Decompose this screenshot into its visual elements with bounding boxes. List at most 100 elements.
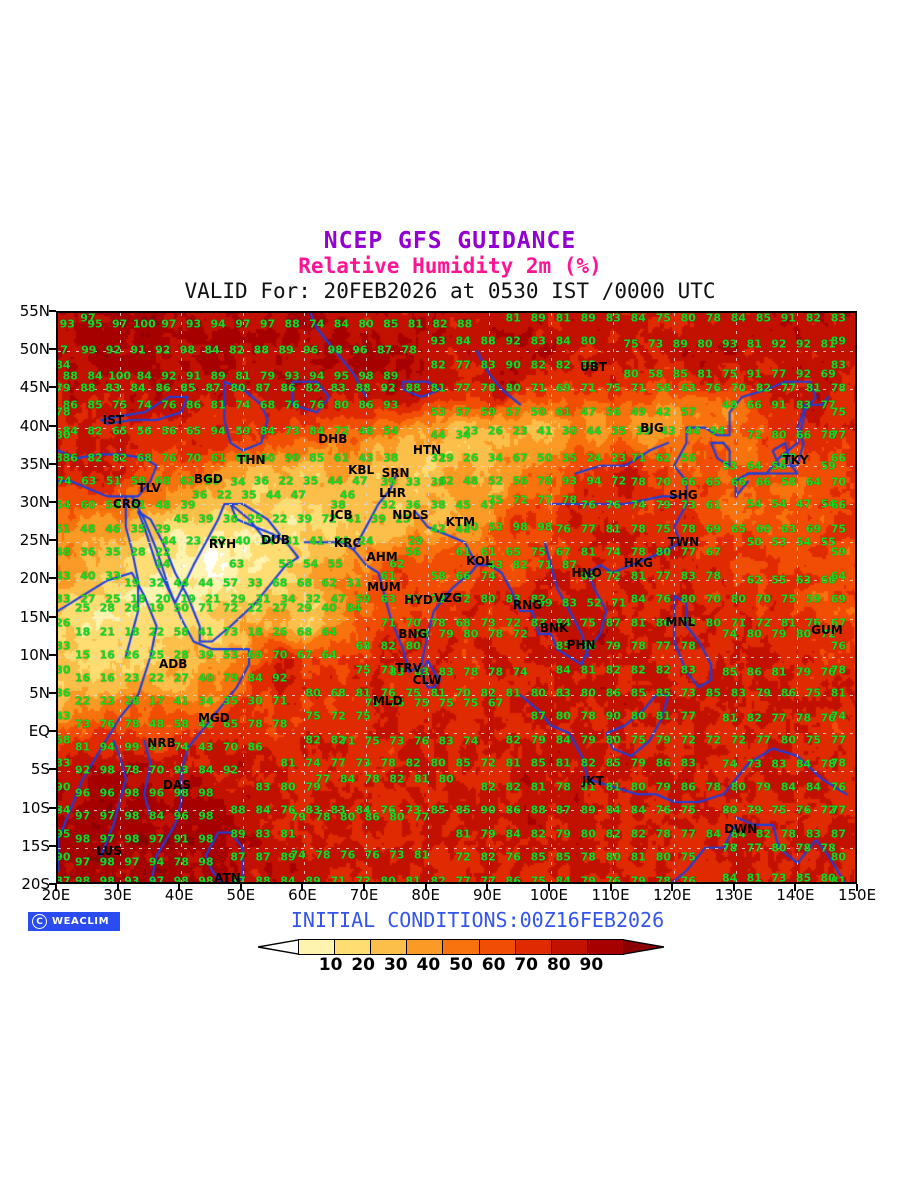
grid-value-label: 61 xyxy=(455,545,471,559)
grid-value-label: 83 xyxy=(255,780,271,794)
grid-value-label: 23 xyxy=(463,424,479,438)
grid-value-label: 65 xyxy=(505,545,521,559)
grid-value-label: 76 xyxy=(655,803,671,817)
grid-value-label: 66 xyxy=(746,398,762,412)
grid-value-label: 78 xyxy=(705,569,721,583)
grid-value-label: 81 xyxy=(413,848,430,862)
grid-value-label: 35 xyxy=(302,474,319,488)
grid-value-label: 50 xyxy=(537,451,553,465)
grid-value-label: 76 xyxy=(605,874,621,884)
grid-value-label: 77 xyxy=(480,874,496,884)
grid-value-label: 85 xyxy=(530,850,546,864)
grid-value-label: 96 xyxy=(74,786,91,800)
grid-value-label: 31 xyxy=(255,592,271,606)
x-axis-tick xyxy=(609,884,612,891)
grid-value-label: 90 xyxy=(284,451,300,465)
grid-value-label: 84 xyxy=(780,780,797,794)
grid-value-label: 39 xyxy=(198,648,214,662)
grid-value-label: 32 xyxy=(305,592,321,606)
grid-value-label: 73 xyxy=(680,498,696,512)
grid-value-label: 80 xyxy=(830,850,847,864)
grid-value-label: 56 xyxy=(512,474,528,488)
grid-value-label: 38 xyxy=(330,498,346,512)
grid-value-label: 81 xyxy=(820,337,836,351)
grid-value-label: 75 xyxy=(630,733,646,747)
grid-value-label: 78 xyxy=(680,522,696,536)
grid-value-label: 82 xyxy=(655,663,671,677)
grid-value-label: 70 xyxy=(755,592,772,606)
grid-value-label: 28 xyxy=(124,694,140,708)
grid-value-label: 71 xyxy=(405,592,421,606)
grid-value-label: 82 xyxy=(530,592,546,606)
y-axis-tick xyxy=(49,844,56,847)
grid-value-label: 76 xyxy=(655,592,671,606)
grid-value-label: 33 xyxy=(56,592,71,606)
city-label-cro: CRO xyxy=(112,497,142,511)
map-plot-area[interactable]: 93 95 97 100 97 93 94 97 97 88 74 84 80 85 81 82 88 7 99 92… xyxy=(56,311,857,884)
grid-value-label: 81 xyxy=(605,522,621,536)
grid-value-label: 24 xyxy=(586,451,602,465)
grid-value-label: 50 xyxy=(173,601,189,615)
grid-value-label: 63 xyxy=(229,557,245,571)
grid-value-label: 78 xyxy=(463,665,479,679)
grid-value-label: 72 xyxy=(680,733,696,747)
grid-value-label: 93 xyxy=(430,334,446,348)
grid-value-label: 78 xyxy=(630,639,646,653)
grid-value-label: 77 xyxy=(655,639,671,653)
grid-value-label: 48 xyxy=(721,398,738,412)
grid-value-label: 86 xyxy=(62,451,78,465)
city-label-mgd: MGD xyxy=(197,710,230,725)
grid-value-label: 72 xyxy=(455,850,471,864)
grid-value-label: 76 xyxy=(830,780,847,794)
grid-value-label: 79 xyxy=(655,780,671,794)
grid-value-label: 14 xyxy=(155,557,171,571)
grid-value-label: 75 xyxy=(487,493,504,507)
grid-value-label: 76 xyxy=(380,686,396,700)
x-axis-tick xyxy=(424,884,427,891)
grid-value-label: 68 xyxy=(455,616,471,630)
city-label-ndls: NDLS xyxy=(392,507,429,522)
x-axis-label-40E: 40E xyxy=(164,886,194,904)
gridline-vertical xyxy=(674,313,676,882)
city-label-bnk: BNK xyxy=(539,620,569,635)
grid-value-label: 31 xyxy=(430,451,446,465)
grid-value-label: 98 xyxy=(198,855,214,869)
city-label-layer: IST TLV CRO BGD THN RYH DUB KBL SRN DHB HTN LHR JCB K… xyxy=(58,313,855,882)
grid-value-label: 78 xyxy=(480,381,496,395)
grid-value-label: 97 xyxy=(161,317,177,331)
colorbar xyxy=(258,939,664,955)
grid-value-label: 92 xyxy=(161,369,177,383)
colorbar-band-2 xyxy=(371,940,408,954)
grid-value-label: 39 xyxy=(430,475,446,489)
x-axis-label-80E: 80E xyxy=(411,886,440,904)
grid-value-label: 70 xyxy=(455,686,471,700)
grid-value-label: 74 xyxy=(630,498,646,512)
grid-value-label: 98 xyxy=(124,786,140,800)
weaclim-logo[interactable]: C WEACLIM xyxy=(28,912,120,931)
grid-value-label: 88 xyxy=(405,381,421,395)
grid-value-label: 98 xyxy=(74,832,91,846)
grid-value-label: 71 xyxy=(630,451,646,465)
grid-value-label: 82 xyxy=(605,663,621,677)
grid-value-label: 59 xyxy=(820,459,836,473)
grid-value-label: 64 xyxy=(321,625,337,639)
city-label-nrb: NRB xyxy=(147,736,176,751)
city-label-jkt: JKT xyxy=(581,773,604,788)
x-axis-label-100E: 100E xyxy=(529,886,568,904)
y-axis-tick xyxy=(49,539,56,542)
grid-value-label: 94 xyxy=(586,474,602,488)
grid-value-label: 58 xyxy=(655,381,671,395)
grid-value-label: 82 xyxy=(530,827,546,841)
y-axis-tick xyxy=(49,768,56,771)
grid-value-label: 74 xyxy=(136,398,152,412)
grid-value-label: 31 xyxy=(346,576,362,590)
grid-value-label: 81 xyxy=(580,545,596,559)
grid-value-label: 27 xyxy=(272,601,288,615)
grid-value-label: 27 xyxy=(173,671,189,685)
grid-value-label: 92 xyxy=(155,343,171,357)
grid-value-label: 71 xyxy=(198,601,214,615)
grid-value-label: 65 xyxy=(705,475,721,489)
grid-value-label: 74 xyxy=(480,569,496,583)
grid-value-label: 75 xyxy=(655,522,671,536)
grid-value-label: 56 xyxy=(605,405,621,419)
